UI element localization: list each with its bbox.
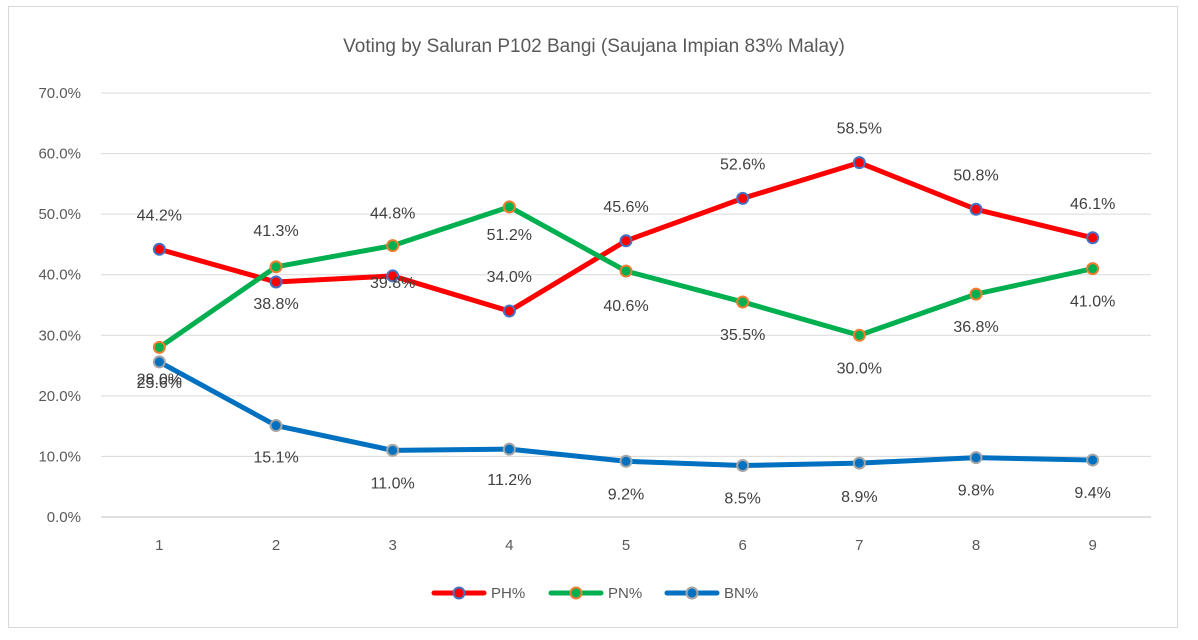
y-tick-label: 40.0% xyxy=(38,267,81,284)
data-label: 44.2% xyxy=(137,207,182,224)
data-label: 50.8% xyxy=(953,167,998,184)
data-label: 41.3% xyxy=(253,223,298,240)
data-point xyxy=(852,456,866,470)
data-point xyxy=(152,242,166,256)
data-label: 40.6% xyxy=(603,298,648,315)
data-point xyxy=(969,451,983,465)
data-label: 25.6% xyxy=(137,375,182,392)
x-tick-label: 4 xyxy=(505,537,513,554)
legend-label: PN% xyxy=(608,585,642,602)
data-point xyxy=(502,304,516,318)
data-point xyxy=(502,200,516,214)
y-tick-label: 30.0% xyxy=(38,327,81,344)
data-label: 11.0% xyxy=(371,475,415,492)
y-tick-label: 50.0% xyxy=(38,206,81,223)
chart-area: Voting by Saluran P102 Bangi (Saujana Im… xyxy=(8,6,1178,628)
data-label: 51.2% xyxy=(487,227,532,244)
data-point xyxy=(969,287,983,301)
data-point xyxy=(736,459,750,473)
data-label: 45.6% xyxy=(603,199,648,216)
legend-marker xyxy=(452,586,466,600)
data-point xyxy=(502,442,516,456)
legend-marker xyxy=(685,586,699,600)
data-label: 9.8% xyxy=(958,483,994,500)
data-point xyxy=(1086,262,1100,276)
data-labels: 44.2% 38.8% 39.8% 34.0% 45.6% 52.6% 58.5% 50.8%… xyxy=(137,121,1116,508)
data-label: 35.5% xyxy=(720,327,765,344)
data-label: 38.8% xyxy=(253,296,298,313)
data-point xyxy=(269,419,283,433)
data-label: 39.8% xyxy=(370,275,415,292)
data-label: 9.4% xyxy=(1074,485,1110,502)
data-point xyxy=(619,234,633,248)
series-lines xyxy=(152,156,1100,473)
data-point xyxy=(386,443,400,457)
data-point xyxy=(152,340,166,354)
data-point xyxy=(1086,231,1100,245)
data-label: 34.0% xyxy=(487,269,532,286)
data-point xyxy=(152,355,166,369)
data-point xyxy=(386,239,400,253)
data-label: 28.0% xyxy=(137,371,182,388)
data-point xyxy=(1086,453,1100,467)
data-point xyxy=(852,156,866,170)
data-label: 44.8% xyxy=(370,206,415,223)
data-label: 8.5% xyxy=(724,491,760,508)
data-label: 46.1% xyxy=(1070,196,1115,213)
y-tick-label: 70.0% xyxy=(38,85,81,102)
axis-labels: 0.0% 10.0% 20.0% 30.0% 40.0% 50.0% 60.0% 70.0% 1… xyxy=(38,85,1096,554)
x-tick-label: 5 xyxy=(622,537,630,554)
data-label: 30.0% xyxy=(837,360,882,377)
x-tick-label: 3 xyxy=(388,537,396,554)
line-chart: Voting by Saluran P102 Bangi (Saujana Im… xyxy=(38,36,1151,602)
data-label: 41.0% xyxy=(1070,294,1115,311)
data-label: 15.1% xyxy=(253,450,298,467)
chart-title: Voting by Saluran P102 Bangi (Saujana Im… xyxy=(343,36,845,57)
x-tick-label: 2 xyxy=(272,537,280,554)
data-point xyxy=(619,264,633,278)
data-point xyxy=(852,328,866,342)
data-point xyxy=(736,191,750,205)
x-tick-label: 6 xyxy=(738,537,746,554)
data-point xyxy=(736,295,750,309)
x-tick-label: 9 xyxy=(1088,537,1096,554)
data-point xyxy=(619,454,633,468)
legend-marker xyxy=(569,586,583,600)
data-label: 9.2% xyxy=(608,486,644,503)
y-tick-label: 0.0% xyxy=(47,509,81,526)
legend-label: BN% xyxy=(724,585,758,602)
y-tick-label: 60.0% xyxy=(38,146,81,163)
legend-label: PH% xyxy=(491,585,525,602)
data-label: 52.6% xyxy=(720,156,765,173)
x-tick-label: 1 xyxy=(155,537,163,554)
y-tick-label: 20.0% xyxy=(38,388,81,405)
x-tick-label: 8 xyxy=(972,537,980,554)
data-label: 58.5% xyxy=(837,121,882,138)
data-point xyxy=(269,275,283,289)
data-point xyxy=(386,269,400,283)
data-point xyxy=(269,260,283,274)
y-tick-label: 10.0% xyxy=(38,448,81,465)
data-point xyxy=(969,202,983,216)
data-label: 11.2% xyxy=(487,472,531,489)
legend: PH% PN% BN% xyxy=(431,585,758,602)
series-line xyxy=(156,359,1096,469)
x-tick-label: 7 xyxy=(855,537,863,554)
data-label: 36.8% xyxy=(953,319,998,336)
data-label: 8.9% xyxy=(841,489,877,506)
